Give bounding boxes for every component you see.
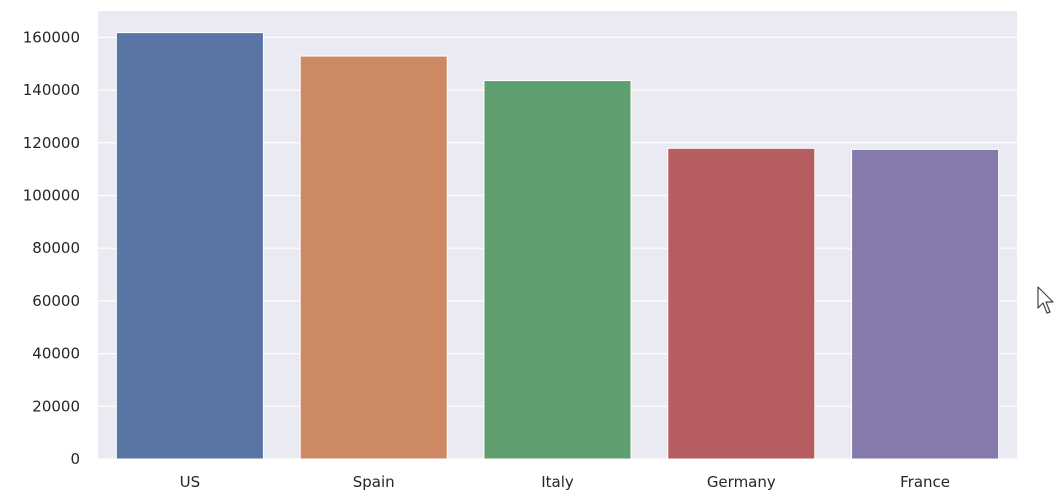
y-tick-label: 0	[70, 450, 80, 468]
bar-italy	[483, 80, 632, 460]
y-tick-label: 80000	[32, 239, 80, 257]
x-tick-label: Germany	[707, 473, 776, 491]
y-tick-label: 120000	[23, 134, 80, 152]
y-tick-label: 60000	[32, 292, 80, 310]
x-tick-label: Italy	[541, 473, 574, 491]
y-tick-label: 160000	[23, 28, 80, 46]
bar-germany	[667, 147, 816, 460]
y-tick-label: 140000	[23, 81, 80, 99]
y-tick-label: 40000	[32, 345, 80, 363]
y-tick-label: 100000	[23, 186, 80, 204]
bar-france	[851, 148, 1000, 460]
x-tick-label: France	[900, 473, 950, 491]
x-tick-label: US	[180, 473, 201, 491]
bar-us	[115, 32, 264, 460]
mouse-cursor-icon	[1037, 286, 1054, 314]
bar-spain	[299, 55, 448, 460]
x-axis: US Spain Italy Germany France	[180, 473, 950, 491]
y-tick-label: 20000	[32, 397, 80, 415]
y-axis: 0 20000 40000 60000 80000 100000 120000 140000 1…	[23, 28, 80, 468]
x-tick-label: Spain	[353, 473, 395, 491]
bars	[115, 32, 1000, 460]
